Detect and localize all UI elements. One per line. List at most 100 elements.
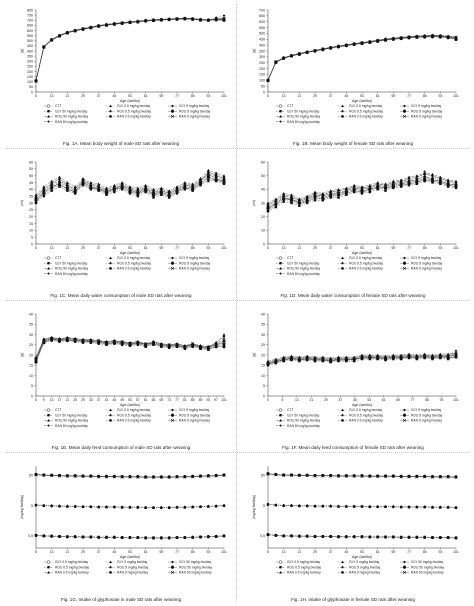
- legend-marker: [403, 104, 406, 108]
- x-tick-label: 101: [221, 94, 227, 98]
- y-tick-label: 30: [29, 333, 33, 337]
- legend-label: GLY 5 mg/kg bw/day: [411, 104, 442, 108]
- data-point: [321, 196, 325, 199]
- series-0: [34, 17, 226, 83]
- data-point: [167, 475, 171, 480]
- y-tick-label: 20: [29, 215, 33, 219]
- data-point: [128, 475, 132, 479]
- data-point: [136, 191, 140, 196]
- y-tick-label: 60: [29, 160, 33, 164]
- data-point: [282, 504, 285, 507]
- data-point: [431, 536, 434, 540]
- data-point: [423, 170, 427, 173]
- data-point: [175, 185, 179, 188]
- x-tick-label: 77: [175, 398, 179, 402]
- legend-item: GLY 50 mg/kg bw/day: [276, 109, 319, 113]
- chart-panel-1e: 0 5 10 15 20 25 30 35 40 5 9 13 17 21 25 29 33 37 41 45 49 53…: [12, 308, 230, 450]
- legend-label: RAN 5 mg/kg bw/day: [179, 267, 210, 271]
- legend-marker: [109, 419, 112, 422]
- legend-marker: [47, 414, 50, 417]
- y-tick-label: 50: [261, 473, 265, 477]
- data-point: [42, 185, 46, 188]
- data-point: [391, 179, 395, 183]
- data-point: [305, 473, 309, 477]
- legend-label: RAN 0.5 mg/kg bw/day: [349, 419, 383, 423]
- data-point: [199, 181, 202, 184]
- x-axis-label: Age (weeks): [120, 251, 140, 255]
- x-tick-label: 93: [206, 398, 210, 402]
- data-point: [352, 185, 356, 188]
- data-point: [128, 343, 132, 347]
- legend-marker: [402, 565, 407, 569]
- data-point: [337, 356, 340, 360]
- x-tick-label: 21: [65, 94, 69, 98]
- data-point: [144, 183, 148, 187]
- data-point: [266, 503, 270, 506]
- legend-marker: [47, 424, 50, 427]
- legend-label: RAN 5 mg/kg bw/day: [411, 115, 442, 119]
- data-point: [407, 178, 411, 182]
- data-point: [297, 198, 301, 202]
- data-point: [321, 358, 325, 362]
- x-tick-label: 5: [267, 246, 269, 250]
- legend-label: GLY 5 mg/kg bw/day: [411, 408, 442, 412]
- series-8: [34, 16, 226, 83]
- data-point: [266, 210, 270, 213]
- figure-caption: Fig. 1H. Intake of glyphosate in female …: [291, 597, 415, 602]
- legend-marker: [109, 560, 112, 564]
- legend-marker: [109, 413, 112, 417]
- y-tick-label: 10: [261, 374, 265, 378]
- data-point: [274, 201, 278, 205]
- data-point: [352, 188, 356, 191]
- data-point: [274, 197, 278, 201]
- data-point: [128, 506, 132, 509]
- legend-item: ROU 50 mg/kg bw/day: [400, 565, 445, 569]
- x-tick-label: 25: [73, 398, 77, 402]
- y-tick-label: 5: [31, 384, 33, 388]
- data-point: [206, 18, 210, 22]
- data-point: [360, 474, 364, 478]
- data-point: [206, 172, 210, 176]
- series-line: [35, 17, 225, 81]
- x-tick-label: 77: [175, 246, 179, 250]
- legend-item: RAN 5 mg/kg bw/day: [400, 419, 442, 423]
- data-point: [305, 474, 309, 478]
- x-tick-label: 21: [309, 398, 313, 402]
- data-point: [376, 354, 380, 358]
- data-point: [105, 22, 108, 26]
- legend-label: GLY 0.5 mg/kg bw/day: [349, 256, 382, 260]
- y-tick-label: 50: [29, 85, 33, 89]
- data-point: [120, 182, 124, 186]
- y-tick-label: 25: [29, 343, 33, 347]
- data-point: [81, 181, 85, 184]
- data-point: [206, 179, 210, 183]
- legend-marker: [403, 256, 406, 260]
- data-point: [337, 196, 340, 199]
- data-point: [89, 182, 93, 186]
- vertical-divider: [236, 4, 237, 602]
- legend-label: ROU 5 mg/kg bw/day: [349, 565, 381, 569]
- figure-caption: Fig. 1G. Intake of glyphosate in male SD…: [60, 597, 182, 602]
- x-tick-label: 101: [221, 550, 227, 554]
- series-6: [34, 534, 226, 540]
- x-axis-label: Age (weeks): [352, 403, 372, 407]
- data-point: [274, 60, 278, 63]
- legend-item: GLY 50 mg/kg bw/day: [44, 109, 87, 113]
- data-point: [34, 358, 38, 362]
- series-line: [35, 18, 225, 81]
- data-point: [50, 37, 54, 41]
- legend-marker: [279, 414, 282, 417]
- data-point: [136, 186, 140, 190]
- data-point: [321, 474, 325, 478]
- x-tick-label: 101: [221, 398, 227, 402]
- data-point: [198, 346, 203, 350]
- data-point: [191, 536, 195, 539]
- data-point: [337, 189, 340, 193]
- data-point: [58, 505, 61, 508]
- data-point: [120, 181, 124, 184]
- legend-item: GLY 5 mg/kg bw/day: [168, 256, 210, 260]
- data-point: [384, 186, 387, 190]
- x-tick-label: 21: [65, 398, 69, 402]
- data-point: [431, 354, 434, 358]
- data-point: [222, 177, 226, 180]
